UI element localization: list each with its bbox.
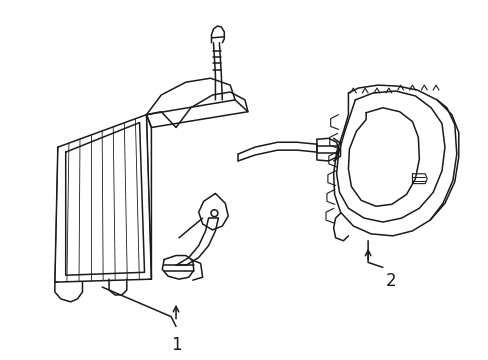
Text: 1: 1: [170, 336, 181, 354]
Text: 2: 2: [385, 272, 395, 290]
